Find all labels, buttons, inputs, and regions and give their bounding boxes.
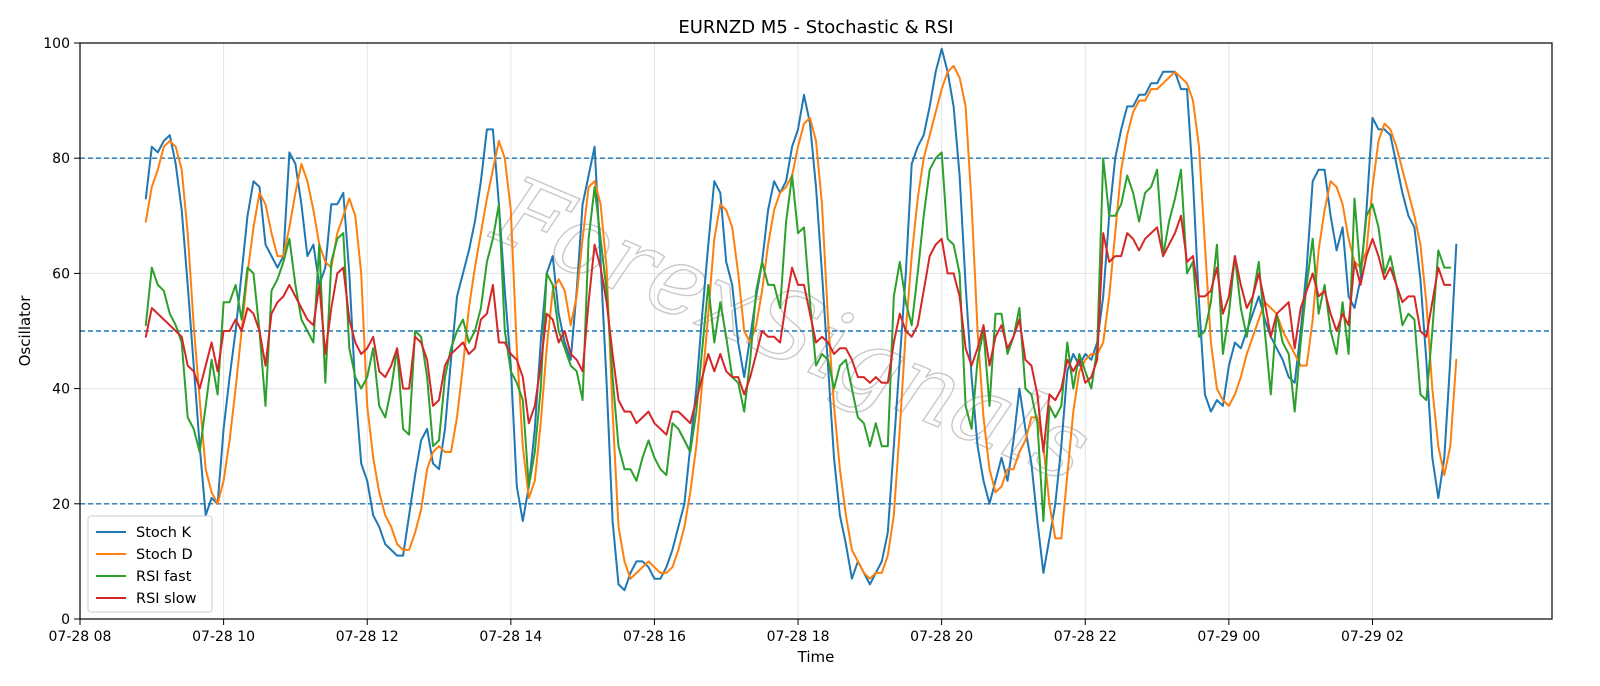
plot-area-frame bbox=[79, 42, 1553, 620]
y-tick-label: 20 bbox=[52, 497, 70, 513]
y-axis-ticks: 0 20 40 60 80 100 bbox=[43, 36, 80, 628]
y-tick-label: 100 bbox=[43, 36, 70, 52]
y-axis-label: Oscillator bbox=[16, 295, 34, 367]
series-lines bbox=[144, 47, 1458, 592]
y-tick-label: 0 bbox=[61, 612, 70, 628]
y-tick-label: 80 bbox=[52, 151, 70, 167]
x-tick-label: 07-28 08 bbox=[49, 629, 112, 645]
legend-label: RSI fast bbox=[136, 569, 192, 585]
reference-lines bbox=[80, 157, 1552, 505]
x-tick-label: 07-29 02 bbox=[1341, 629, 1404, 645]
legend-label: Stoch D bbox=[136, 547, 193, 563]
y-tick-label: 40 bbox=[52, 382, 70, 398]
legend-label: Stoch K bbox=[136, 525, 192, 541]
x-axis-label: Time bbox=[797, 648, 835, 666]
series-line-stoch-d bbox=[144, 65, 1458, 580]
legend-box bbox=[87, 515, 213, 613]
x-tick-label: 07-28 10 bbox=[192, 629, 255, 645]
series-line-stoch-k bbox=[144, 47, 1458, 592]
legend-label: RSI slow bbox=[136, 591, 197, 607]
x-tick-label: 07-28 12 bbox=[336, 629, 399, 645]
x-tick-label: 07-28 22 bbox=[1054, 629, 1117, 645]
y-tick-label: 60 bbox=[52, 266, 70, 282]
x-tick-label: 07-28 14 bbox=[479, 629, 542, 645]
x-tick-label: 07-29 00 bbox=[1197, 629, 1260, 645]
x-tick-label: 07-28 20 bbox=[910, 629, 973, 645]
series-line-rsi-slow bbox=[144, 214, 1452, 453]
chart-title: EURNZD M5 - Stochastic & RSI bbox=[678, 17, 953, 38]
legend: Stoch K Stoch D RSI fast RSI slow bbox=[87, 515, 213, 613]
x-tick-label: 07-28 16 bbox=[623, 629, 686, 645]
x-tick-label: 07-28 18 bbox=[767, 629, 830, 645]
x-axis-ticks: 07-28 08 07-28 10 07-28 12 07-28 14 07-28 16… bbox=[49, 619, 1404, 645]
